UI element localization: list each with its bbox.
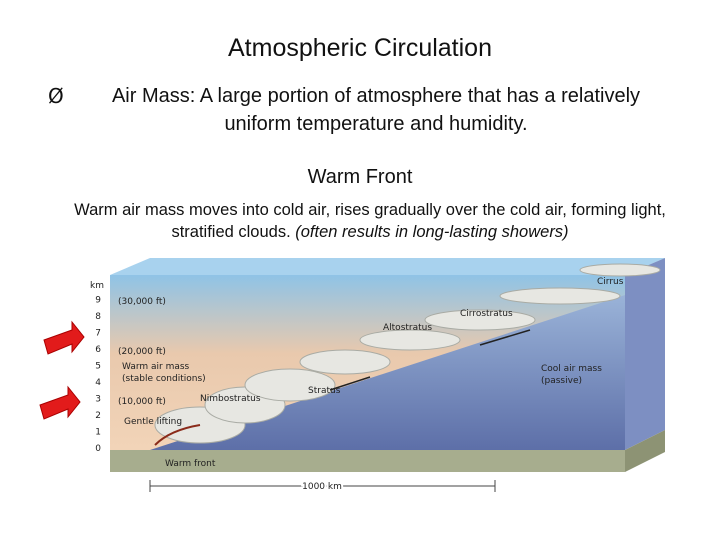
altitude-tick-label: 1 xyxy=(95,428,101,438)
altitude-tick-label: 7 xyxy=(95,329,101,339)
distance-label: 1000 km xyxy=(302,482,342,492)
altitude-tick-label: 5 xyxy=(95,362,101,372)
altitude-tick-label: 3 xyxy=(95,395,101,405)
bullet-marker: Ø xyxy=(48,84,64,108)
feet-label: (20,000 ft) xyxy=(118,347,166,357)
subtitle: Warm Front xyxy=(307,166,413,188)
description-note: (often results in long-lasting showers) xyxy=(295,223,569,241)
altitude-tick-label: 4 xyxy=(95,378,101,388)
front-label: Warm front xyxy=(165,459,216,469)
air-mass-label: Warm air mass xyxy=(122,362,190,372)
bullet-text: Air Mass: A large portion of atmosphere … xyxy=(111,85,641,135)
air-mass-note: (passive) xyxy=(541,376,582,386)
unit-label: km xyxy=(90,281,104,291)
cloud-label: Stratus xyxy=(308,386,341,396)
altitude-tick-label: 0 xyxy=(95,444,101,454)
cloud-label: Cirrostratus xyxy=(460,309,513,319)
lifting-arrow xyxy=(154,424,201,446)
air-mass-label: Cool air mass xyxy=(541,364,602,374)
description: Warm air mass moves into cold air, rises… xyxy=(50,199,690,243)
ground-front xyxy=(110,450,625,472)
description-text: Warm air mass moves into cold air, rises… xyxy=(74,201,666,241)
ground-side xyxy=(625,430,665,472)
altitude-tick-label: 2 xyxy=(95,411,101,421)
cloud-label: Cirrus xyxy=(597,277,624,287)
box-top xyxy=(110,258,665,275)
red-arrow xyxy=(43,320,85,355)
altitude-tick-label: 9 xyxy=(95,296,101,306)
altitude-axis: 0 1 2 3 4 5 6 7 8 9 xyxy=(95,296,101,455)
cloud-label: Altostratus xyxy=(383,323,432,333)
box-side xyxy=(625,258,665,450)
flow-arrow xyxy=(479,329,531,346)
feet-label: (10,000 ft) xyxy=(118,397,166,407)
cloud-label: Nimbostratus xyxy=(200,394,261,404)
slide-title: Atmospheric Circulation xyxy=(228,34,492,62)
air-mass-note: (stable conditions) xyxy=(122,374,206,384)
flow-arrow xyxy=(329,376,371,391)
red-arrow xyxy=(39,385,81,420)
lifting-label: Gentle lifting xyxy=(124,417,182,427)
altitude-tick-label: 6 xyxy=(95,345,101,355)
feet-label: (30,000 ft) xyxy=(118,297,166,307)
altitude-tick-label: 8 xyxy=(95,312,101,322)
